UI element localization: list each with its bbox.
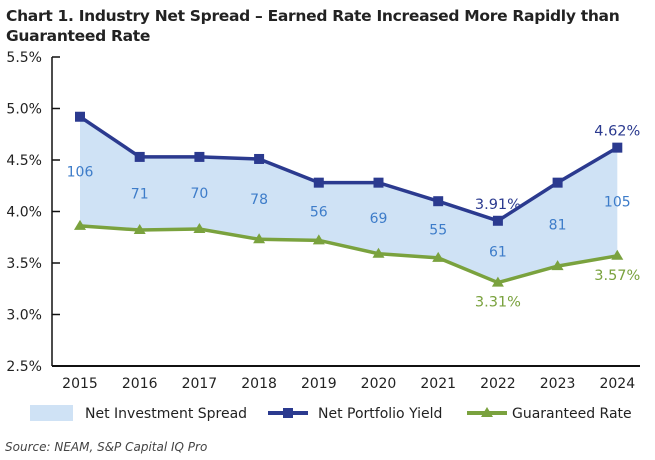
spread-label: 78 (250, 192, 268, 208)
guaranteed-rate-point (551, 260, 564, 271)
spread-area (80, 116, 618, 283)
x-tick-label: 2020 (361, 376, 397, 392)
spread-label: 70 (190, 186, 208, 202)
guaranteed-rate-point (253, 233, 266, 244)
net-portfolio-yield-point (492, 215, 503, 226)
net-portfolio-yield-point (612, 142, 623, 153)
legend-marker-yield (283, 408, 293, 418)
net-portfolio-yield-point (254, 153, 265, 164)
data-label: 3.57% (594, 268, 640, 284)
x-tick-label: 2015 (62, 376, 98, 392)
guaranteed-rate-point (611, 249, 624, 260)
spread-label: 106 (67, 164, 94, 180)
spread-label: 71 (131, 186, 149, 202)
guaranteed-rate-point (74, 219, 86, 230)
y-tick-label: 4.5% (6, 153, 42, 169)
net-portfolio-yield-point (373, 177, 384, 188)
data-label: 4.62% (594, 124, 640, 140)
x-tick-label: 2019 (301, 376, 337, 392)
net-portfolio-yield-point (75, 111, 85, 122)
y-tick-label: 3.0% (6, 308, 42, 324)
y-tick-label: 4.0% (6, 205, 42, 221)
net-portfolio-yield-point (552, 177, 563, 188)
legend-label: Net Investment Spread (85, 406, 247, 422)
x-tick-label: 2024 (599, 376, 635, 392)
guaranteed-rate-point (432, 251, 445, 262)
net-portfolio-yield-point (134, 151, 145, 162)
x-tick-label: 2023 (540, 376, 576, 392)
net-portfolio-yield-point (433, 196, 444, 207)
spread-label: 105 (604, 195, 631, 211)
net-portfolio-yield-point (194, 151, 205, 162)
data-label: 3.31% (475, 295, 521, 311)
guaranteed-rate-point (133, 224, 146, 235)
guaranteed-rate-point (491, 276, 504, 287)
legend-swatch-spread (30, 405, 73, 421)
legend-label: Net Portfolio Yield (318, 406, 442, 422)
x-tick-label: 2018 (241, 376, 277, 392)
legend-marker-guaranteed (481, 407, 493, 417)
spread-label: 56 (310, 205, 328, 221)
legend-label: Guaranteed Rate (512, 406, 632, 422)
guaranteed-rate-point (312, 234, 325, 245)
guaranteed-rate-point (372, 247, 385, 258)
spread-label: 55 (429, 223, 447, 239)
y-tick-label: 3.5% (6, 256, 42, 272)
chart-title: Chart 1. Industry Net Spread – Earned Ra… (6, 7, 620, 45)
y-tick-label: 5.5% (6, 50, 42, 66)
x-tick-label: 2022 (480, 376, 516, 392)
net-portfolio-yield-line (79, 115, 619, 223)
data-label: 3.91% (475, 197, 521, 213)
y-tick-label: 5.0% (6, 102, 42, 118)
net-portfolio-yield-point (313, 177, 324, 188)
spread-label: 61 (489, 245, 507, 261)
spread-label: 69 (370, 211, 388, 227)
guaranteed-rate-line (79, 224, 618, 285)
x-tick-label: 2021 (420, 376, 456, 392)
y-tick-label: 2.5% (6, 359, 42, 375)
x-tick-label: 2016 (122, 376, 158, 392)
guaranteed-rate-point (193, 223, 206, 234)
x-tick-label: 2017 (182, 376, 218, 392)
source-note: Source: NEAM, S&P Capital IQ Pro (5, 440, 208, 454)
spread-label: 81 (549, 217, 567, 233)
